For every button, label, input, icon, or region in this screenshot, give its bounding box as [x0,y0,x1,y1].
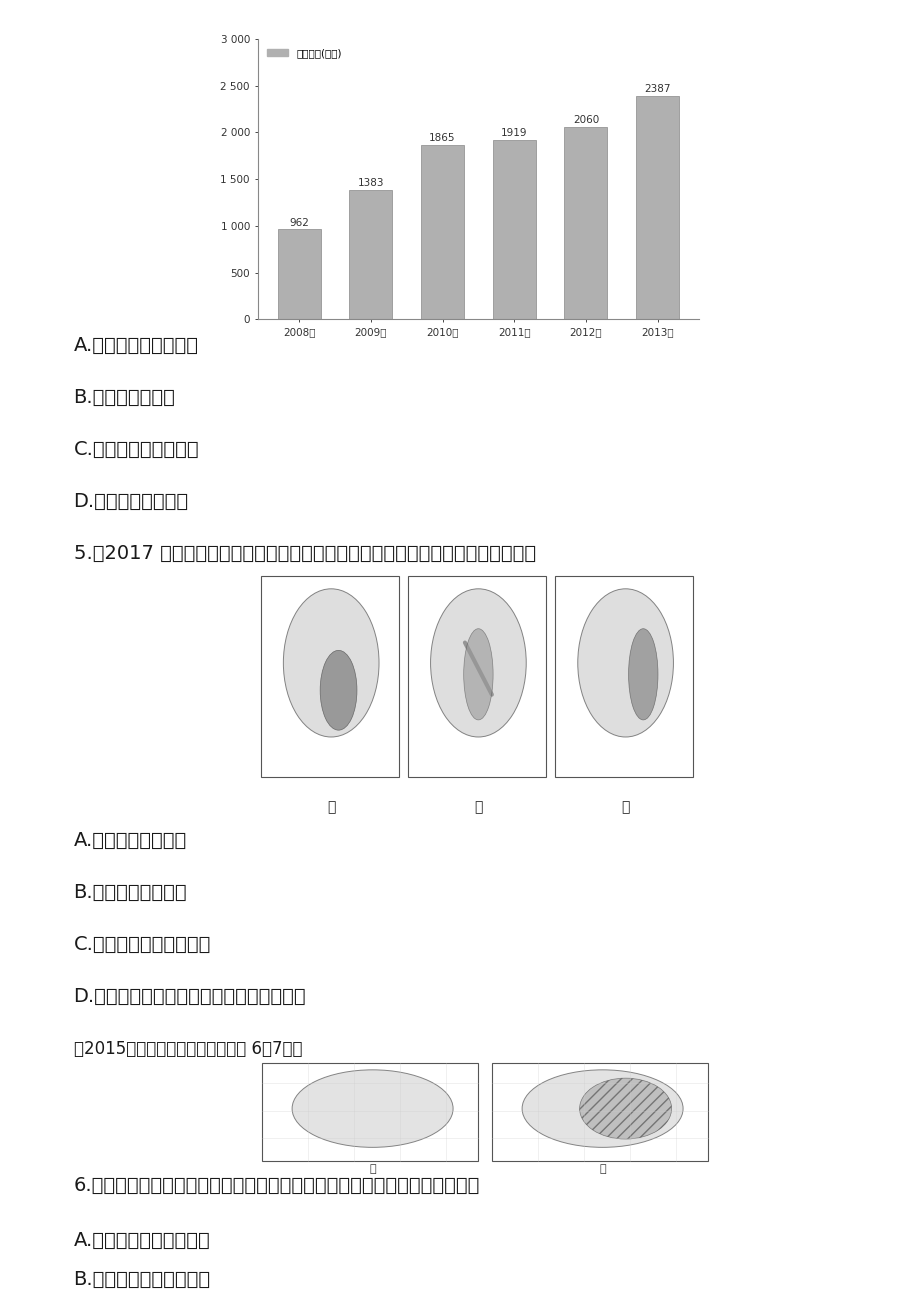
FancyArrowPatch shape [464,642,492,694]
Bar [493,139,535,319]
Bar [492,1063,708,1161]
Text: 2060: 2060 [573,115,598,125]
Text: D.大量廉价的劳动力: D.大量廉价的劳动力 [74,493,188,511]
Text: A.煎、鐵等矿产分布集中: A.煎、鐵等矿产分布集中 [74,1231,210,1250]
Text: B.多港湾，海上运输便利: B.多港湾，海上运输便利 [74,1270,210,1289]
Text: B.丰富的矿产资源: B.丰富的矿产资源 [74,388,176,407]
Bar [262,1063,478,1161]
Bar [349,190,391,319]
Text: C.丙图显示沿鐵路线分布: C.丙图显示沿鐵路线分布 [74,936,210,954]
Text: 甲: 甲 [369,1164,376,1174]
Text: 1383: 1383 [357,179,384,188]
Text: 1865: 1865 [429,133,455,143]
Text: 1919: 1919 [501,128,527,138]
Ellipse shape [522,1070,682,1148]
Ellipse shape [430,589,526,737]
Text: B.乙图显示沿海分布: B.乙图显示沿海分布 [74,883,187,902]
Bar [407,576,546,777]
Text: 丙: 丙 [620,800,630,813]
Text: A.甲图显示沿江分布: A.甲图显示沿江分布 [74,831,187,850]
Ellipse shape [579,1078,671,1139]
Text: C.迅速增长的市场需求: C.迅速增长的市场需求 [74,440,199,459]
Text: （2015茱茱）读甲、乙两图，完成 6～7题。: （2015茱茱）读甲、乙两图，完成 6～7题。 [74,1040,301,1058]
Text: 甲: 甲 [326,800,335,813]
Text: 6.甲、乙两地是我国重要工业基地，与乙地相比，甲地发展工业的突出优势是: 6.甲、乙两地是我国重要工业基地，与乙地相比，甲地发展工业的突出优势是 [74,1177,480,1195]
Text: 5.（2017 滨州）下图中阴影部分代表我国主要工业地带的分布，下列说法正确的是: 5.（2017 滨州）下图中阴影部分代表我国主要工业地带的分布，下列说法正确的是 [74,545,535,563]
Bar [554,576,693,777]
Bar [564,126,607,319]
Ellipse shape [283,589,379,737]
Bar [260,576,399,777]
Ellipse shape [628,629,657,719]
Bar [635,96,678,319]
Text: A.国外资金的大量进入: A.国外资金的大量进入 [74,336,199,354]
Ellipse shape [463,629,493,719]
Ellipse shape [292,1070,453,1148]
Text: 乙: 乙 [473,800,482,813]
Ellipse shape [320,650,357,730]
Ellipse shape [577,589,673,737]
Bar [278,229,321,319]
Text: 962: 962 [289,218,309,228]
Text: D.工业基地主要沿海、沿江、沿鐵路线分布: D.工业基地主要沿海、沿江、沿鐵路线分布 [74,988,306,1006]
Bar [421,145,463,319]
Text: 2387: 2387 [643,85,670,94]
Legend: 汽车产量(万辆): 汽车产量(万辆) [263,44,346,63]
Text: 乙: 乙 [598,1164,606,1174]
